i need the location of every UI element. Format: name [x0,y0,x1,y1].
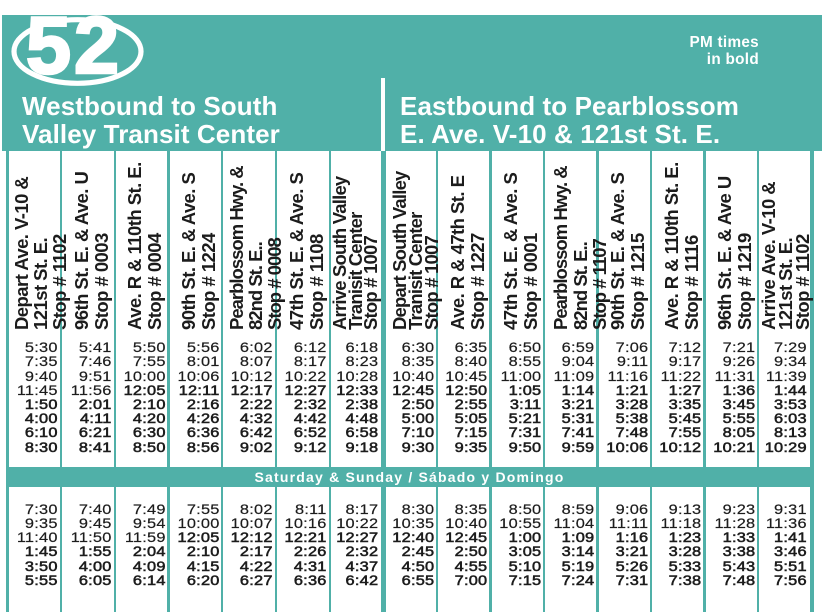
svg-text:52: 52 [26,1,122,91]
